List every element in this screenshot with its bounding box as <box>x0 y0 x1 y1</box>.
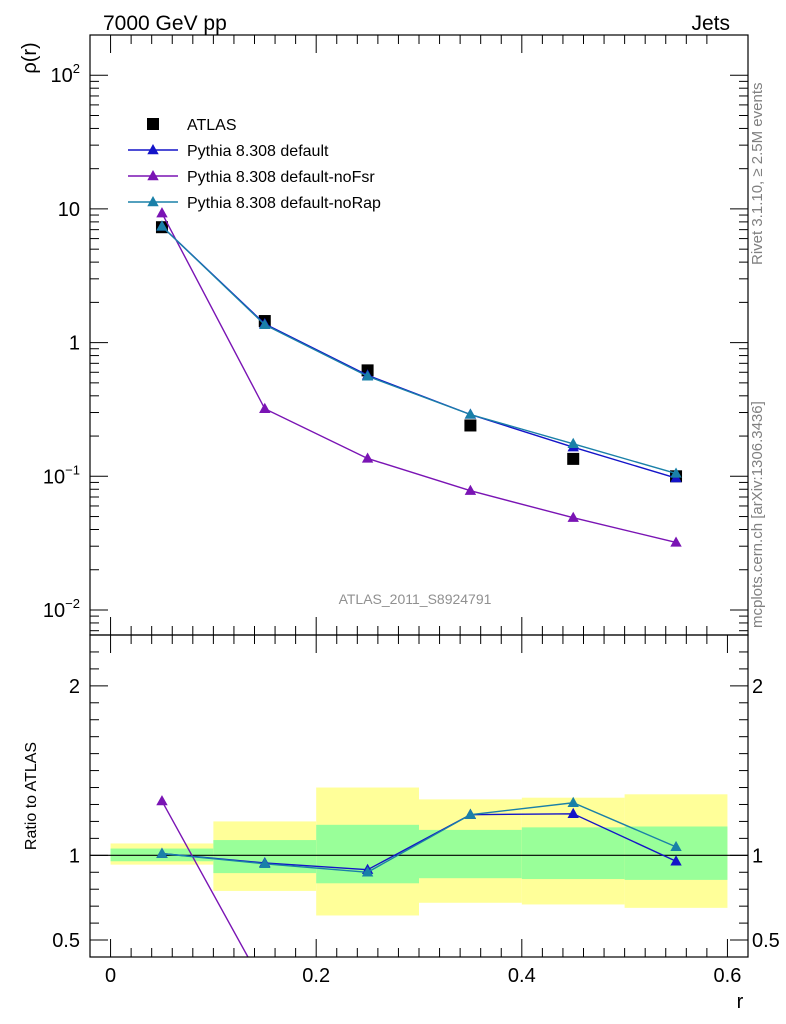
ratio-point-2 <box>670 840 682 852</box>
series-line-3 <box>161 225 677 475</box>
series-point-2 <box>361 452 374 463</box>
series-point-3 <box>464 408 477 419</box>
header-left: 7000 GeV pp <box>103 12 227 35</box>
y-tick-label: 10−2 <box>43 596 80 622</box>
ratio-frame <box>89 634 749 958</box>
ratio-point-1 <box>156 795 168 806</box>
ratio-y-tick-label-left: 1 <box>69 845 80 867</box>
series-point-3 <box>670 467 682 478</box>
series-point-2 <box>259 402 271 413</box>
band-inner <box>213 840 317 874</box>
ratio-point-2 <box>361 866 374 877</box>
series-line-2 <box>161 212 677 544</box>
ratio-point-0 <box>567 807 579 818</box>
ratio-y-tick-label-right: 0.5 <box>752 930 780 952</box>
y-tick-label: 10−1 <box>43 462 80 488</box>
band-inner <box>624 826 728 880</box>
ratio-point-0 <box>670 855 682 866</box>
series-line-1 <box>161 225 677 479</box>
ratio-ylabel: Ratio to ATLAS <box>23 742 40 850</box>
ratio-line-2 <box>161 802 677 873</box>
ratio-line-0 <box>161 813 677 871</box>
ratio-point-1 <box>568 958 579 968</box>
mcplots-label: mcplots.cern.ch [arXiv:1306.3436] <box>749 401 766 628</box>
x-tick-label: 0.4 <box>508 965 536 987</box>
ratio-y-tick-label-left: 2 <box>69 676 80 698</box>
band-inner <box>521 827 625 880</box>
header-right: Jets <box>691 12 730 35</box>
legend-marker <box>147 118 159 130</box>
series-point-2 <box>156 207 168 218</box>
legend-marker <box>147 170 159 181</box>
series-point-2 <box>567 511 579 522</box>
series-point-3 <box>259 318 271 329</box>
legend: ATLAS Pythia 8.308 default Pythia 8.308 de… <box>128 117 381 212</box>
series-point-2 <box>464 484 477 495</box>
ratio-y-tick-label-left: 0.5 <box>52 930 80 952</box>
ratio-point-2 <box>156 847 168 858</box>
y-tick-label: 1 <box>69 333 80 355</box>
legend-label: Pythia 8.308 default <box>187 143 329 160</box>
ratio-y-tick-label-right: 1 <box>752 845 763 867</box>
ratio-point-1 <box>465 963 476 973</box>
ratio-point-2 <box>259 857 271 868</box>
x-tick-label: 0.2 <box>302 965 330 987</box>
atlas-point <box>464 419 477 432</box>
series-point-2 <box>670 536 682 547</box>
ratio-point-1 <box>259 982 270 992</box>
x-tick-label: 0.6 <box>714 965 742 987</box>
ratio-point-2 <box>567 796 579 807</box>
ratio-panel: 0.5 0.5 1 1 2 2 0 0.2 0.4 0.6 Ratio to ATLAS r <box>23 634 780 1013</box>
ratio-point-1 <box>362 982 373 992</box>
legend-label: Pythia 8.308 default-noRap <box>187 195 381 212</box>
legend-marker <box>147 144 159 155</box>
legend-label: ATLAS <box>187 117 237 134</box>
series-point-3 <box>567 437 579 449</box>
legend-marker <box>147 196 159 207</box>
analysis-label: ATLAS_2011_S8924791 <box>339 591 492 607</box>
ratio-point-1 <box>670 965 681 975</box>
series-point-3 <box>156 220 168 231</box>
series-point-3 <box>361 370 374 381</box>
x-axis-label: r <box>737 991 744 1013</box>
band-inner <box>419 829 522 879</box>
legend-label: Pythia 8.308 default-noFsr <box>187 169 375 186</box>
y-tick-label: 102 <box>51 61 80 87</box>
y-tick-label: 10 <box>58 199 80 221</box>
rivet-label: Rivet 3.1.10, ≥ 2.5M events <box>749 83 766 266</box>
ratio-point-2 <box>464 808 477 819</box>
x-tick-label: 0 <box>105 965 116 987</box>
main-ylabel: ρ(r) <box>19 42 41 73</box>
atlas-point <box>567 452 580 465</box>
ratio-y-tick-label-right: 2 <box>752 676 763 698</box>
